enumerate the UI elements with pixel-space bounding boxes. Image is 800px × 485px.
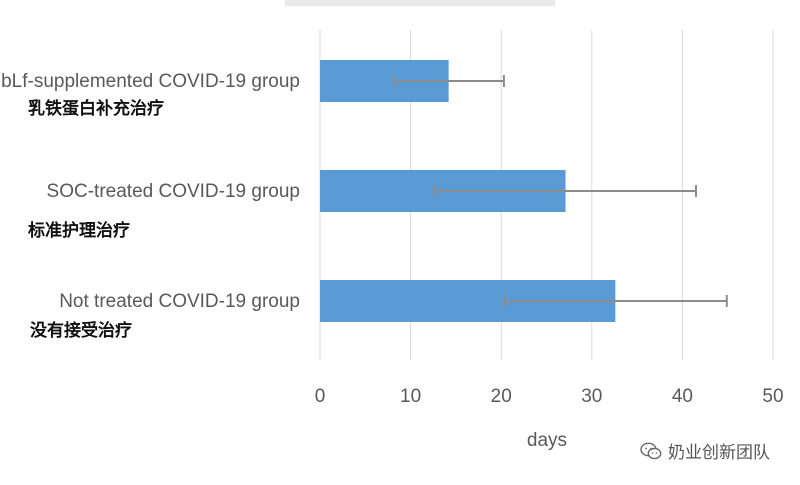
- x-tick-label-30: 30: [581, 386, 602, 407]
- category-label-cn-1: 乳铁蛋白补充治疗: [28, 98, 164, 119]
- wechat-icon: [640, 442, 662, 459]
- x-tick-label-20: 20: [491, 386, 512, 407]
- x-tick-labels: 0 10 20 30 40 50: [315, 386, 784, 407]
- x-tick-label-10: 10: [400, 386, 421, 407]
- x-tick-label-50: 50: [762, 386, 783, 407]
- category-label-2: SOC-treated COVID-19 group: [47, 181, 300, 202]
- error-bars: [393, 75, 728, 307]
- category-label-cn-3: 没有接受治疗: [30, 320, 132, 341]
- watermark: 奶业创新团队: [640, 438, 770, 463]
- error-bar-2: [434, 185, 697, 197]
- category-labels: bLf-supplemented COVID-19 group 乳铁蛋白补充治疗 S…: [1, 71, 300, 341]
- watermark-text: 奶业创新团队: [668, 443, 770, 463]
- x-tick-label-40: 40: [672, 386, 693, 407]
- error-bar-1: [393, 75, 505, 87]
- category-label-1: bLf-supplemented COVID-19 group: [1, 71, 300, 92]
- category-label-3: Not treated COVID-19 group: [59, 291, 300, 312]
- x-tick-label-0: 0: [315, 386, 326, 407]
- error-bar-3: [503, 295, 728, 307]
- top-strip: [285, 0, 555, 6]
- category-label-cn-2: 标准护理治疗: [28, 220, 130, 241]
- x-axis-title: days: [527, 430, 567, 451]
